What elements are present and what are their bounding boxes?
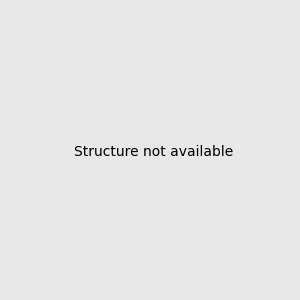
Text: Structure not available: Structure not available <box>74 145 233 158</box>
